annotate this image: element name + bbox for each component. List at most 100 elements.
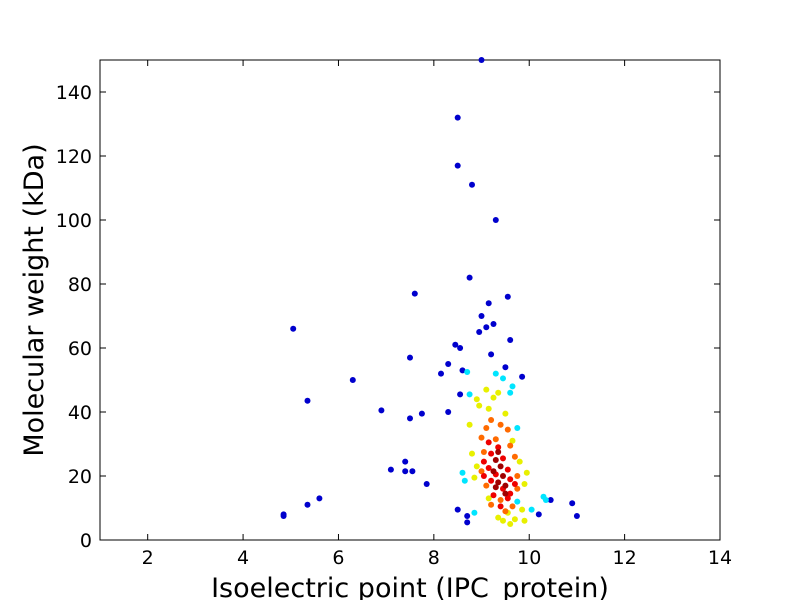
- data-point: [316, 495, 323, 502]
- data-point: [511, 453, 518, 460]
- data-point: [407, 354, 413, 361]
- data-point: [502, 490, 509, 497]
- data-point: [478, 434, 485, 441]
- data-point: [445, 409, 452, 415]
- x-tick-label: 12: [613, 547, 637, 569]
- data-point: [445, 361, 452, 367]
- data-point: [464, 369, 471, 375]
- data-point: [423, 481, 430, 487]
- data-point: [469, 181, 475, 188]
- data-point: [490, 321, 497, 327]
- data-point: [507, 521, 514, 527]
- data-point: [457, 345, 464, 351]
- data-point: [500, 473, 506, 479]
- data-point: [304, 501, 311, 508]
- data-point: [514, 425, 521, 431]
- data-point: [511, 516, 518, 523]
- data-point: [573, 513, 580, 519]
- data-point: [485, 495, 492, 502]
- data-point: [402, 458, 409, 465]
- data-point: [407, 415, 413, 422]
- data-point: [509, 383, 516, 390]
- data-point: [528, 506, 535, 513]
- data-point: [476, 329, 483, 335]
- data-point: [511, 481, 518, 487]
- data-point: [569, 500, 576, 507]
- data-point: [290, 325, 297, 332]
- data-point: [509, 437, 516, 444]
- data-point: [349, 377, 356, 383]
- data-point: [504, 466, 511, 473]
- y-tick-label: 0: [80, 530, 92, 552]
- x-tick-label: 10: [517, 547, 541, 569]
- data-point: [480, 473, 487, 479]
- data-point: [504, 426, 511, 433]
- data-point: [492, 457, 499, 463]
- data-point: [478, 313, 485, 319]
- data-point: [476, 402, 483, 409]
- data-point: [492, 484, 499, 491]
- data-point: [438, 370, 444, 377]
- data-point: [452, 341, 459, 348]
- data-point: [480, 449, 487, 455]
- data-point: [514, 498, 521, 505]
- data-point: [466, 391, 473, 398]
- data-point: [507, 337, 514, 343]
- data-point: [488, 450, 495, 457]
- data-point: [504, 293, 511, 300]
- data-point: [497, 503, 504, 510]
- plot-frame: [99, 59, 721, 541]
- data-point: [514, 485, 521, 492]
- data-point: [483, 425, 490, 431]
- y-tick-label: 40: [68, 402, 92, 424]
- data-point: [471, 509, 478, 516]
- x-tick-label: 6: [332, 547, 344, 569]
- data-point: [490, 394, 497, 401]
- data-point: [454, 162, 461, 169]
- data-point: [495, 444, 502, 451]
- data-point: [280, 513, 287, 519]
- data-point: [378, 407, 385, 414]
- data-point: [495, 389, 502, 396]
- data-point: [409, 468, 416, 475]
- data-point: [454, 506, 461, 513]
- data-point: [478, 57, 485, 63]
- data-point: [492, 436, 499, 443]
- data-point: [485, 465, 492, 471]
- data-point: [387, 466, 394, 473]
- data-point: [485, 439, 492, 446]
- data-point: [459, 367, 466, 374]
- x-tick-label: 8: [428, 547, 440, 569]
- data-point: [483, 324, 490, 331]
- y-tick-label: 120: [56, 146, 92, 168]
- data-point: [495, 449, 502, 455]
- data-point: [497, 421, 504, 428]
- x-axis-title: Isoelectric point (IPC_protein): [211, 573, 609, 600]
- data-point: [521, 481, 528, 487]
- data-point: [485, 300, 492, 307]
- x-tick-label: 2: [142, 547, 154, 569]
- y-tick-label: 20: [68, 466, 92, 488]
- data-point: [492, 217, 499, 223]
- x-tick-label: 4: [237, 547, 249, 569]
- data-point: [495, 514, 502, 521]
- data-point: [488, 417, 495, 423]
- data-point: [516, 458, 523, 465]
- data-point: [500, 517, 506, 524]
- data-point: [500, 375, 506, 382]
- data-point: [473, 396, 480, 403]
- data-point: [411, 290, 418, 297]
- data-point: [485, 405, 492, 412]
- data-point: [402, 468, 409, 475]
- data-point: [454, 114, 461, 121]
- data-point: [502, 508, 509, 515]
- data-point: [507, 490, 514, 497]
- data-point: [466, 274, 473, 281]
- data-point: [497, 463, 504, 470]
- data-point: [473, 463, 480, 470]
- data-point: [497, 497, 504, 503]
- data-point: [304, 397, 311, 404]
- data-point: [490, 492, 497, 499]
